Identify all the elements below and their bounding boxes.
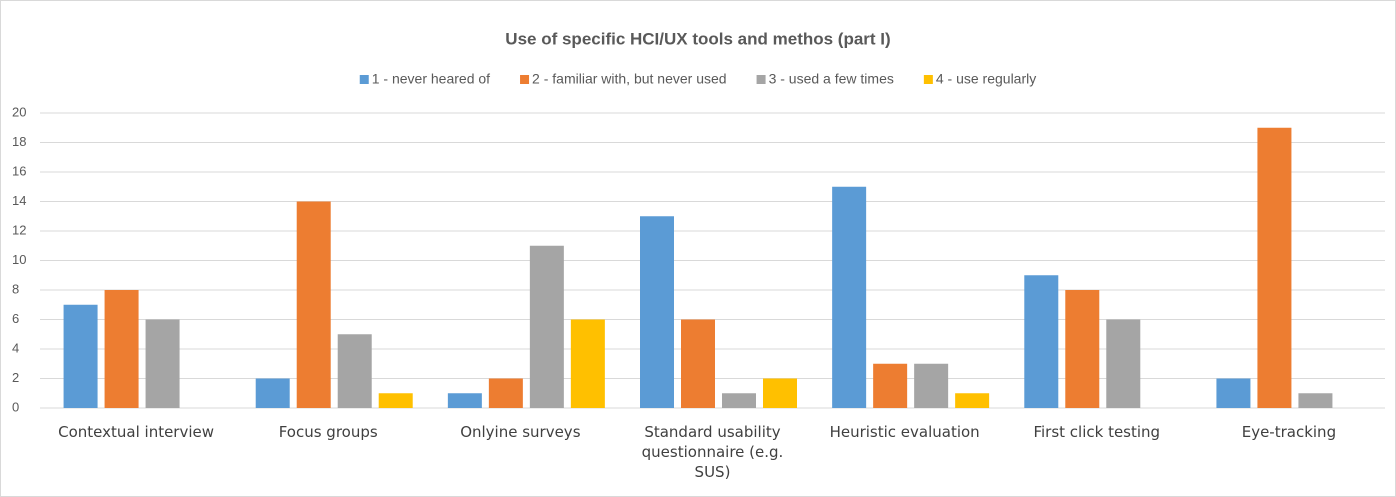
y-tick-label: 14 [12,193,26,208]
bar [104,290,139,408]
bar [378,393,413,408]
y-tick-label: 18 [12,134,26,149]
bar [914,363,949,408]
x-tick-label-box: First click testing [1033,423,1161,441]
x-tick-label-box: Focus groups [278,423,378,441]
x-tick-label: Eye-tracking [1241,423,1337,441]
bar [337,334,372,408]
legend-swatch [359,75,369,84]
bar [488,378,523,408]
bar [570,319,605,408]
x-tick-label: Standard usability questionnaire (e.g. S… [641,423,784,481]
bar [1298,393,1333,408]
x-tick-label: First click testing [1033,423,1161,441]
x-tick-label-box: Onlyine surveys [460,423,581,441]
bar [296,201,331,408]
bar [63,304,98,408]
bar [1024,275,1059,408]
legend-swatch [520,75,530,84]
legend-label: 3 - used a few times [769,71,894,87]
y-tick-label: 2 [12,370,19,385]
bar [832,186,867,408]
x-tick-label-box: Eye-tracking [1241,423,1337,441]
bar [722,393,756,408]
x-tick-label-box: Standard usability questionnaire (e.g. S… [641,423,784,481]
bar [145,319,180,408]
y-tick-label: 12 [12,222,26,237]
x-tick-label: Focus groups [278,423,378,441]
y-tick-label: 8 [12,281,19,296]
legend-swatch [756,75,766,84]
chart-title: Use of specific HCI/UX tools and methos … [505,29,890,48]
y-tick-label: 6 [12,311,19,326]
legend-swatch [923,75,933,84]
bar [763,378,797,408]
y-tick-label: 16 [12,163,26,178]
bar [873,363,908,408]
legend-label: 2 - familiar with, but never used [532,71,727,87]
y-tick-label: 10 [12,252,26,267]
y-tick-label: 4 [12,340,19,355]
legend-label: 4 - use regularly [936,71,1036,87]
bar [955,393,990,408]
legend-label: 1 - never heared of [372,71,490,87]
bar [1106,319,1141,408]
bar [1257,127,1292,408]
bar [529,245,564,408]
bar [1216,378,1251,408]
y-tick-label: 20 [12,104,26,119]
x-tick-label: Contextual interview [58,423,215,441]
y-tick-label: 0 [12,399,19,414]
x-tick-label-box: Contextual interview [58,423,215,441]
bar [255,378,290,408]
bar [1065,290,1100,408]
bar [681,319,715,408]
x-tick-label: Onlyine surveys [460,423,581,441]
legend: 1 - never heared of 2 - familiar with, bu… [359,71,1036,87]
bar [447,393,482,408]
x-tick-label-box: Heuristic evaluation [829,423,980,441]
bar [640,216,674,408]
x-tick-label: Heuristic evaluation [829,423,980,441]
